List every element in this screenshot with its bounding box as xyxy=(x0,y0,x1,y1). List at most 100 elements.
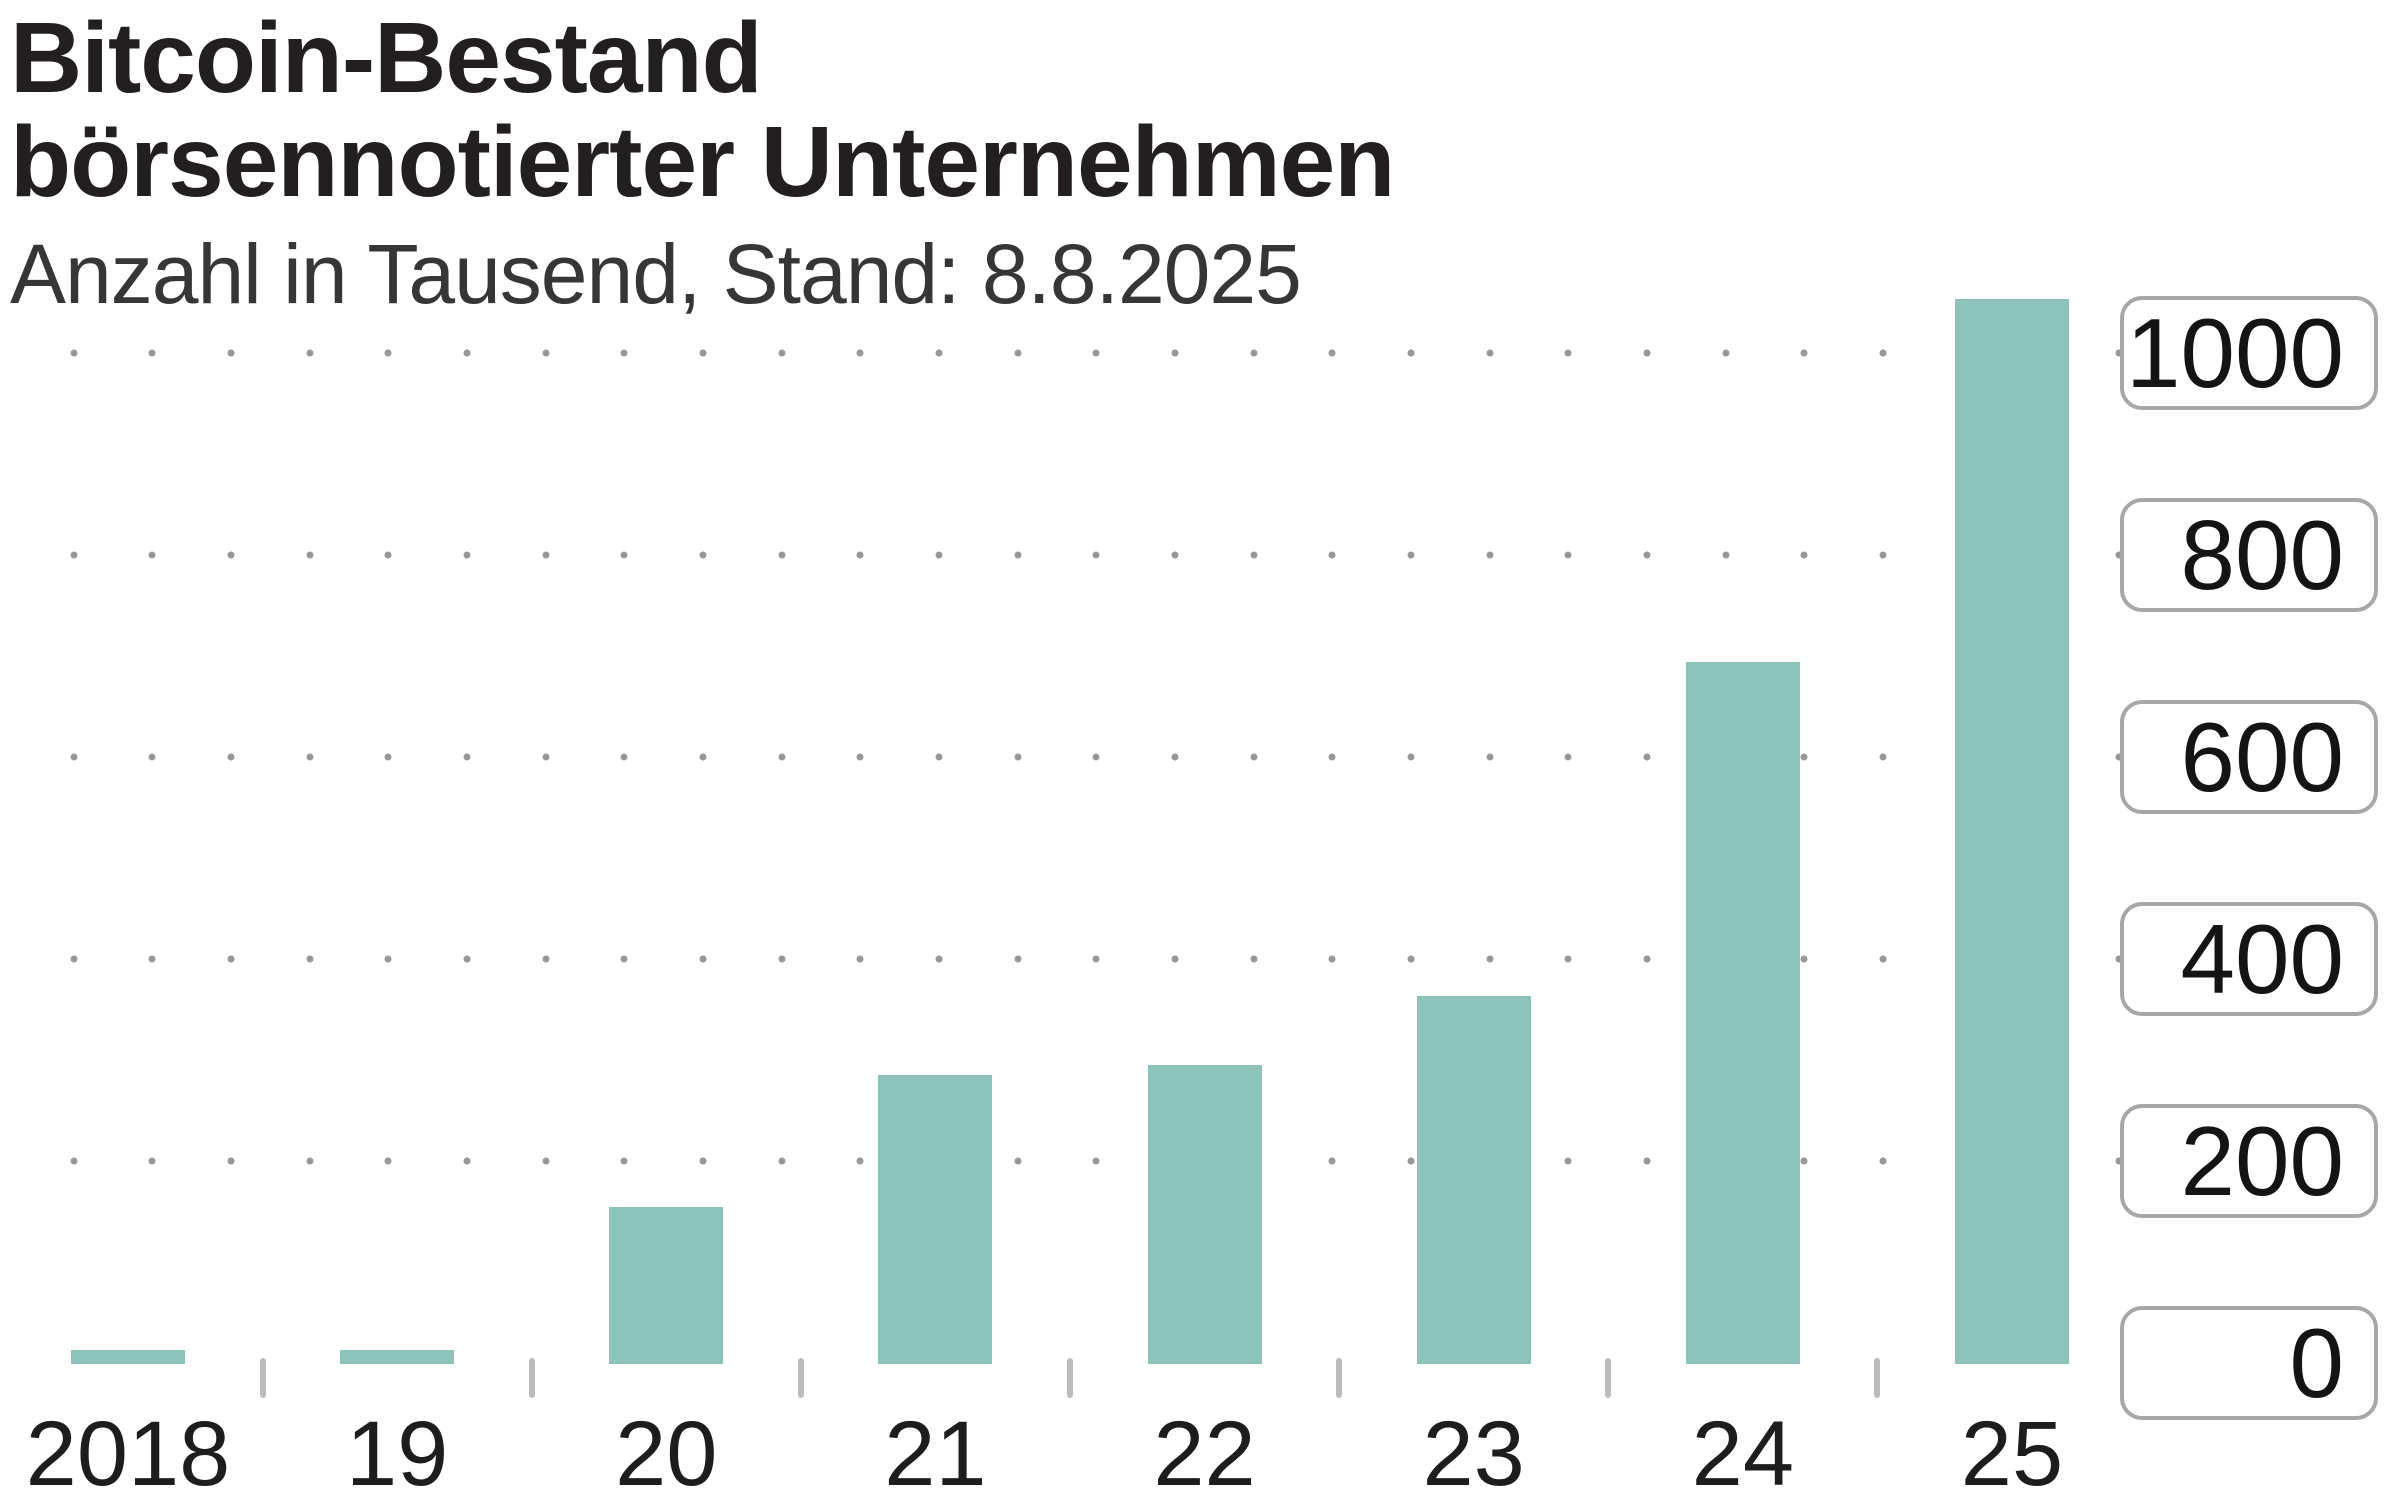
y-axis-tick-box: 1000 xyxy=(2120,296,2378,410)
gridline-dot xyxy=(1250,753,1258,761)
gridline-dot xyxy=(699,551,707,559)
gridline-dot xyxy=(1800,349,1808,357)
gridline-dot xyxy=(1643,551,1651,559)
gridline-dot xyxy=(70,1157,78,1165)
gridline-dot xyxy=(463,349,471,357)
bar-19 xyxy=(340,1349,455,1364)
gridline-dot xyxy=(699,1157,707,1165)
gridline-dot xyxy=(1800,955,1808,963)
gridline-dot xyxy=(620,753,628,761)
bar-24 xyxy=(1685,662,1800,1364)
gridline-dot xyxy=(1564,753,1572,761)
gridline-dot xyxy=(463,955,471,963)
x-axis-label: 19 xyxy=(345,1403,449,1505)
gridline-dot xyxy=(856,1157,864,1165)
gridline-dot xyxy=(1250,349,1258,357)
gridline-dot xyxy=(384,349,392,357)
gridline-dot xyxy=(1407,753,1415,761)
gridline-dot xyxy=(1879,1157,1887,1165)
gridline-dot xyxy=(227,349,235,357)
gridline-dot xyxy=(542,1157,550,1165)
gridline-dot xyxy=(1328,1157,1336,1165)
bar-21 xyxy=(878,1075,993,1364)
gridline-dot xyxy=(620,349,628,357)
bar-23 xyxy=(1416,996,1531,1364)
gridline-dot xyxy=(1722,349,1730,357)
gridline-dot xyxy=(1407,551,1415,559)
gridline-dot xyxy=(1564,551,1572,559)
gridline-dot xyxy=(1564,349,1572,357)
gridline-dot xyxy=(227,551,235,559)
gridline-dot xyxy=(384,1157,392,1165)
y-axis-tick-box: 600 xyxy=(2120,700,2378,814)
x-axis-label: 24 xyxy=(1691,1403,1794,1505)
gridline-dot xyxy=(384,551,392,559)
gridline-dot xyxy=(1486,551,1494,559)
gridline-dot xyxy=(1486,753,1494,761)
gridline-dot xyxy=(1171,955,1179,963)
bar-22 xyxy=(1147,1065,1262,1364)
gridline-dot xyxy=(227,955,235,963)
bar-25 xyxy=(1954,299,2069,1364)
y-axis-tick-value: 200 xyxy=(2180,1106,2344,1216)
gridline-dot xyxy=(70,955,78,963)
gridline-dot xyxy=(2115,349,2123,357)
gridline-dot xyxy=(2115,1157,2123,1165)
x-axis-tick xyxy=(797,1358,804,1398)
gridline-dot xyxy=(463,753,471,761)
y-axis-tick-box: 0 xyxy=(2120,1306,2378,1420)
gridline-dot xyxy=(2115,551,2123,559)
gridline-dot xyxy=(70,753,78,761)
chart-title: Bitcoin-Bestand börsennotierter Unterneh… xyxy=(10,2,1395,214)
gridline-dot xyxy=(620,955,628,963)
gridline-dot xyxy=(542,753,550,761)
gridline-dot xyxy=(699,753,707,761)
gridline-dot xyxy=(2115,955,2123,963)
gridline-dot xyxy=(1643,955,1651,963)
gridline-dot xyxy=(1328,753,1336,761)
gridline-dot xyxy=(148,1157,156,1165)
y-axis-tick-box: 200 xyxy=(2120,1104,2378,1218)
gridline-dot xyxy=(1800,1157,1808,1165)
x-axis-tick xyxy=(1874,1358,1881,1398)
y-axis-tick-value: 800 xyxy=(2180,500,2344,610)
chart-title-line1: Bitcoin-Bestand xyxy=(10,2,763,114)
gridline-dot xyxy=(148,955,156,963)
gridline-dot xyxy=(542,349,550,357)
y-axis-tick-value: 400 xyxy=(2180,904,2344,1014)
gridline-dot xyxy=(542,955,550,963)
chart-subtitle: Anzahl in Tausend, Stand: 8.8.2025 xyxy=(10,227,1302,321)
gridline-dot xyxy=(1014,349,1022,357)
y-axis-tick-box: 800 xyxy=(2120,498,2378,612)
gridline-dot xyxy=(1800,753,1808,761)
gridline-dot xyxy=(1014,551,1022,559)
gridline-dot xyxy=(699,955,707,963)
gridline-dot xyxy=(1564,955,1572,963)
x-axis-label: 22 xyxy=(1153,1403,1256,1505)
gridline-dot xyxy=(1486,955,1494,963)
gridline-dot xyxy=(1407,955,1415,963)
gridline-dot xyxy=(148,551,156,559)
x-axis-label: 25 xyxy=(1960,1403,2064,1505)
gridline-dot xyxy=(306,1157,314,1165)
gridline-dot xyxy=(1407,1157,1415,1165)
gridline-dot xyxy=(778,551,786,559)
gridline-dot xyxy=(148,753,156,761)
gridline-dot xyxy=(778,1157,786,1165)
bar-20 xyxy=(609,1207,724,1364)
x-axis-tick xyxy=(1605,1358,1612,1398)
gridline-dot xyxy=(778,955,786,963)
gridline-dot xyxy=(935,349,943,357)
bar-2018 xyxy=(71,1349,185,1364)
x-axis-label: 23 xyxy=(1422,1403,1525,1505)
gridline-dot xyxy=(1722,551,1730,559)
gridline-dot xyxy=(306,955,314,963)
gridline-dot xyxy=(1879,753,1887,761)
gridline-dot xyxy=(1643,349,1651,357)
gridline-dot xyxy=(70,349,78,357)
gridline-dot xyxy=(1800,551,1808,559)
gridline-dot xyxy=(1092,1157,1100,1165)
gridline-dot xyxy=(856,551,864,559)
gridline-dot xyxy=(856,349,864,357)
